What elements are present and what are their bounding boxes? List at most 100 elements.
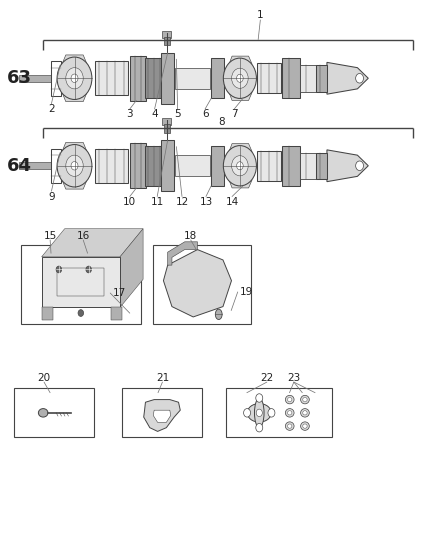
Text: 5: 5 [174,109,181,119]
Polygon shape [327,150,368,182]
Ellipse shape [300,395,309,404]
Bar [111,308,122,320]
Bar [282,58,300,99]
Ellipse shape [78,310,84,317]
Ellipse shape [268,409,275,417]
Bar [21,245,141,324]
Polygon shape [120,229,143,308]
Bar [153,245,251,324]
Text: 19: 19 [240,287,253,297]
Bar [14,389,94,437]
Ellipse shape [57,57,92,100]
Bar [176,68,210,89]
Polygon shape [163,249,231,317]
Ellipse shape [288,398,292,402]
Polygon shape [144,400,180,431]
Text: 10: 10 [123,197,136,207]
Bar [161,140,174,191]
Bar [282,146,300,186]
Bar [51,149,61,183]
Text: 8: 8 [218,117,225,127]
Bar [42,308,53,320]
Ellipse shape [288,424,292,428]
Ellipse shape [303,398,307,402]
Text: 12: 12 [175,197,189,207]
Ellipse shape [39,409,48,417]
Text: 22: 22 [260,373,273,383]
Bar [95,149,127,183]
Ellipse shape [300,422,309,430]
Bar [211,58,224,99]
Text: 15: 15 [43,231,57,241]
Text: 18: 18 [184,231,198,241]
Text: 16: 16 [77,231,90,241]
Polygon shape [42,229,143,257]
Bar [257,63,281,93]
Ellipse shape [256,394,263,402]
Polygon shape [62,142,87,151]
Bar [300,152,326,179]
Bar [162,118,171,125]
Text: 6: 6 [202,109,208,119]
Text: 64: 64 [7,157,32,175]
Text: 4: 4 [151,109,158,119]
Bar [161,53,174,104]
Ellipse shape [86,266,92,273]
Polygon shape [62,181,87,189]
Text: 17: 17 [113,288,126,298]
Ellipse shape [286,422,294,430]
Text: 63: 63 [7,69,32,87]
Bar [130,56,146,101]
Ellipse shape [237,74,243,82]
Bar [257,151,281,181]
Bar [176,155,210,176]
Bar [130,143,146,188]
Ellipse shape [356,74,364,83]
Bar [95,61,127,95]
Text: 2: 2 [48,104,55,114]
Bar [316,152,327,179]
Bar [164,124,170,133]
Text: 3: 3 [127,109,133,119]
Bar [300,65,326,92]
Ellipse shape [232,156,248,176]
Ellipse shape [300,409,309,417]
Ellipse shape [303,411,307,415]
Polygon shape [229,92,252,100]
Text: 7: 7 [231,109,237,119]
Ellipse shape [286,395,294,404]
Bar [51,61,61,95]
Text: 13: 13 [199,197,212,207]
Ellipse shape [286,409,294,417]
Bar [57,268,104,296]
Text: 9: 9 [48,191,55,201]
Text: 20: 20 [38,373,51,383]
Ellipse shape [288,411,292,415]
Text: 23: 23 [287,373,300,383]
Ellipse shape [254,398,264,427]
Ellipse shape [66,155,83,176]
Ellipse shape [256,409,262,417]
Bar [316,65,327,92]
Polygon shape [229,56,252,64]
Bar [164,37,170,45]
Ellipse shape [223,58,256,99]
Ellipse shape [66,68,83,89]
Ellipse shape [237,161,243,170]
Bar [162,30,171,38]
Ellipse shape [256,423,263,432]
Bar [19,163,51,169]
Ellipse shape [215,309,222,320]
Bar [42,257,120,308]
Text: 1: 1 [257,10,264,20]
Ellipse shape [303,424,307,428]
Polygon shape [153,410,171,422]
Text: 11: 11 [151,197,164,207]
Ellipse shape [71,74,78,83]
Polygon shape [62,93,87,102]
Polygon shape [168,242,198,265]
Polygon shape [229,143,252,152]
Ellipse shape [244,409,251,417]
Ellipse shape [56,266,62,273]
Ellipse shape [356,161,364,171]
